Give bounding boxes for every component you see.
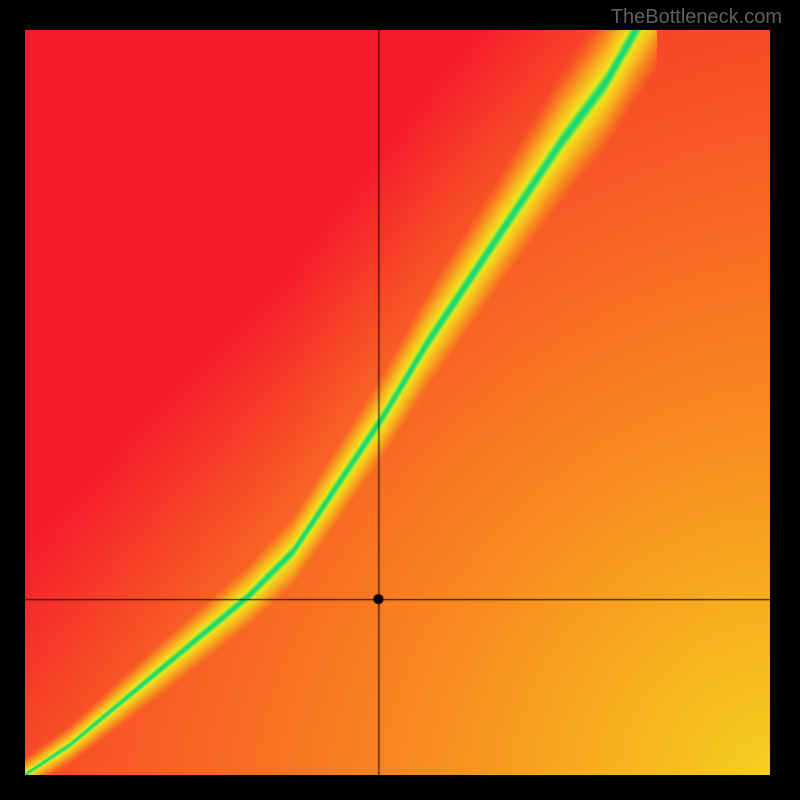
heatmap-canvas <box>25 30 770 775</box>
chart-container: TheBottleneck.com <box>0 0 800 800</box>
watermark-text: TheBottleneck.com <box>611 6 782 29</box>
heatmap-chart <box>25 30 770 775</box>
